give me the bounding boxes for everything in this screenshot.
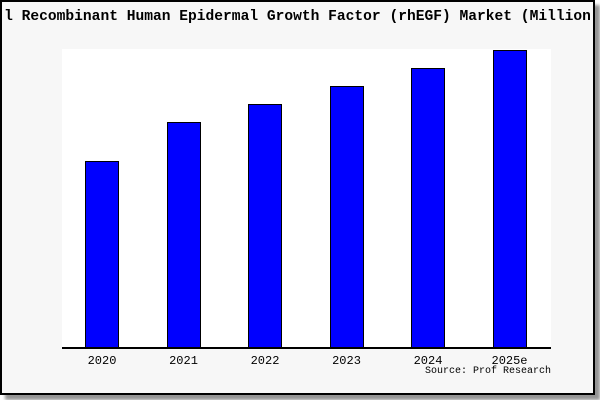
bar-2022 (248, 104, 282, 347)
x-tick-label-2025e: 2025e (491, 354, 528, 368)
bar-2023 (329, 86, 364, 347)
bar-2020 (85, 161, 119, 347)
plot-area (62, 49, 551, 349)
chart-figure: l Recombinant Human Epidermal Growth Fac… (0, 0, 595, 395)
x-axis-tick-labels: 2020 2021 2022 2023 2024 2025e (62, 354, 551, 370)
x-tick-label-2020: 2020 (87, 354, 117, 368)
bar-2025e (492, 50, 527, 347)
source-attribution: Source: Prof Research (424, 366, 551, 377)
x-tick-label-2023: 2023 (332, 354, 361, 368)
x-tick-label-2024: 2024 (413, 354, 443, 368)
chart-title-container: l Recombinant Human Epidermal Growth Fac… (2, 7, 593, 29)
bar-2024 (411, 68, 445, 347)
x-tick-label-2021: 2021 (169, 354, 198, 368)
bar-2021 (166, 122, 201, 347)
chart-title: l Recombinant Human Epidermal Growth Fac… (4, 9, 591, 25)
x-tick-label-2022: 2022 (250, 354, 280, 368)
